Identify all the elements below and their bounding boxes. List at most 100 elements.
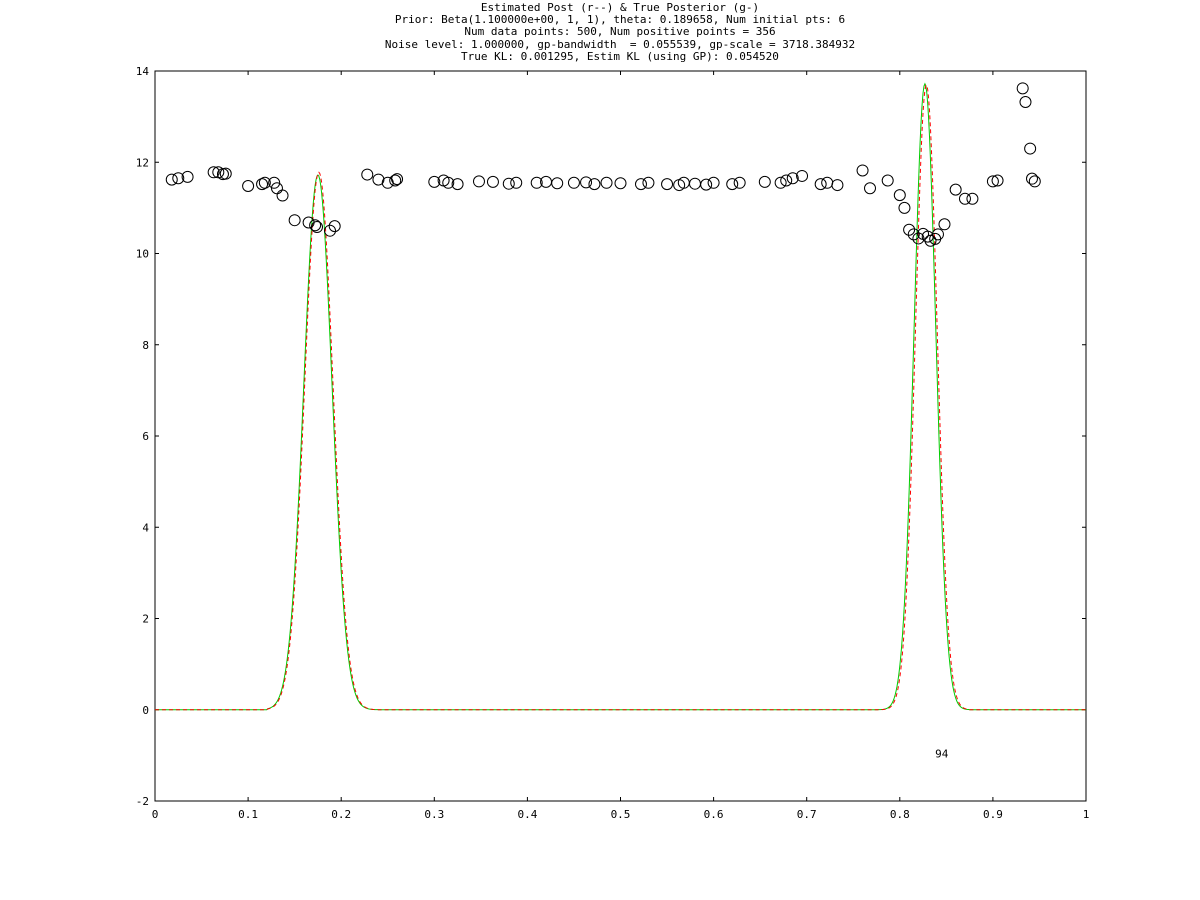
scatter-point — [814, 178, 827, 191]
title-line-2: Prior: Beta(1.100000e+00, 1, 1), theta: … — [394, 13, 846, 27]
scatter-point — [442, 176, 455, 189]
y-tick-label: 8 — [142, 339, 149, 352]
scatter-point — [614, 177, 627, 190]
y-tick-label: 4 — [142, 521, 149, 534]
scatter-points — [165, 82, 1041, 247]
scatter-point — [774, 176, 787, 189]
scatter-point — [165, 173, 178, 186]
scatter-point — [912, 232, 925, 245]
scatter-point — [958, 192, 971, 205]
scatter-point — [372, 173, 385, 186]
scatter-point — [1028, 175, 1041, 188]
scatter-point — [309, 219, 322, 232]
y-tick-label: -2 — [136, 795, 149, 808]
scatter-point — [786, 172, 799, 185]
title-line-5: True KL: 0.001295, Estim KL (using GP): … — [461, 49, 779, 63]
x-tick-label: 0.2 — [331, 808, 351, 821]
scatter-point — [276, 189, 289, 202]
y-tick-label: 12 — [136, 156, 149, 169]
scatter-point — [486, 175, 499, 188]
scatter-point — [389, 174, 402, 187]
scatter-point — [733, 176, 746, 189]
scatter-point — [831, 179, 844, 192]
scatter-point — [931, 228, 944, 241]
scatter-point — [661, 178, 674, 191]
y-tick-label: 10 — [136, 248, 149, 261]
scatter-point — [758, 175, 771, 188]
scatter-point — [700, 178, 713, 191]
scatter-point — [726, 178, 739, 191]
scatter-point — [903, 223, 916, 236]
scatter-point — [510, 176, 523, 189]
scatter-point — [688, 177, 701, 190]
scatter-point — [938, 218, 951, 231]
scatter-point — [898, 201, 911, 214]
scatter-point — [893, 189, 906, 202]
scatter-point — [1026, 172, 1039, 185]
scatter-point — [172, 172, 185, 185]
scatter-point — [328, 220, 341, 233]
x-tick-label: 0 — [152, 808, 159, 821]
scatter-point — [634, 178, 647, 191]
point-count-annotation: 94 — [935, 748, 949, 761]
scatter-point — [181, 170, 194, 183]
scatter-point — [588, 178, 601, 191]
scatter-point — [821, 176, 834, 189]
title-line-4: Noise level: 1.000000, gp-bandwidth = 0.… — [384, 37, 856, 51]
scatter-point — [219, 167, 232, 180]
x-tick-label: 0.3 — [424, 808, 444, 821]
title-line-1: Estimated Post (r--) & True Posterior (g… — [480, 1, 760, 14]
scatter-point — [302, 216, 315, 229]
scatter-point — [580, 176, 593, 189]
scatter-point — [1019, 96, 1032, 109]
x-tick-label: 0.9 — [983, 808, 1003, 821]
scatter-point — [472, 175, 485, 188]
scatter-point — [1016, 82, 1029, 95]
scatter-point — [864, 182, 877, 195]
chart-title: Estimated Post (r--) & True Posterior (g… — [0, 1, 1200, 63]
plot-frame — [154, 70, 1087, 802]
scatter-point — [642, 176, 655, 189]
scatter-point — [502, 177, 515, 190]
scatter-point — [707, 176, 720, 189]
y-tick-label: 0 — [142, 704, 149, 717]
x-tick-label: 0.5 — [611, 808, 631, 821]
x-tick-label: 0.4 — [517, 808, 537, 821]
true-posterior-line — [155, 82, 1086, 711]
scatter-point — [256, 178, 269, 191]
scatter-point — [268, 176, 281, 189]
scatter-point — [451, 178, 464, 191]
posterior-curves — [155, 82, 1086, 711]
scatter-point — [986, 175, 999, 188]
scatter-point — [361, 168, 374, 181]
scatter-point — [780, 174, 793, 187]
scatter-point — [966, 192, 979, 205]
y-tick-label: 14 — [136, 65, 150, 78]
x-tick-label: 1 — [1083, 808, 1090, 821]
scatter-point — [391, 173, 404, 186]
scatter-point — [1024, 142, 1037, 155]
x-tick-label: 0.8 — [890, 808, 910, 821]
x-tick-label: 0.7 — [797, 808, 817, 821]
scatter-point — [207, 166, 220, 179]
scatter-point — [310, 221, 323, 234]
scatter-point — [907, 228, 920, 241]
scatter-point — [796, 169, 809, 182]
scatter-point — [881, 174, 894, 187]
scatter-point — [530, 176, 543, 189]
scatter-point — [600, 176, 613, 189]
scatter-point — [567, 176, 580, 189]
scatter-point — [856, 164, 869, 177]
scatter-point — [949, 183, 962, 196]
title-line-3: Num data points: 500, Num positive point… — [464, 25, 776, 39]
scatter-point — [242, 179, 255, 192]
scatter-point — [991, 174, 1004, 187]
y-tick-label: 2 — [142, 613, 149, 626]
x-tick-label: 0.6 — [704, 808, 724, 821]
y-tick-label: 6 — [142, 430, 149, 443]
scatter-point — [258, 176, 271, 189]
x-tick-label: 0.1 — [238, 808, 258, 821]
axis-ticks: 0 0.1 0.2 0.3 0.4 0.5 0.6 0.7 0.8 0.9 1-2024681012… — [136, 65, 1090, 821]
scatter-point — [428, 175, 441, 188]
